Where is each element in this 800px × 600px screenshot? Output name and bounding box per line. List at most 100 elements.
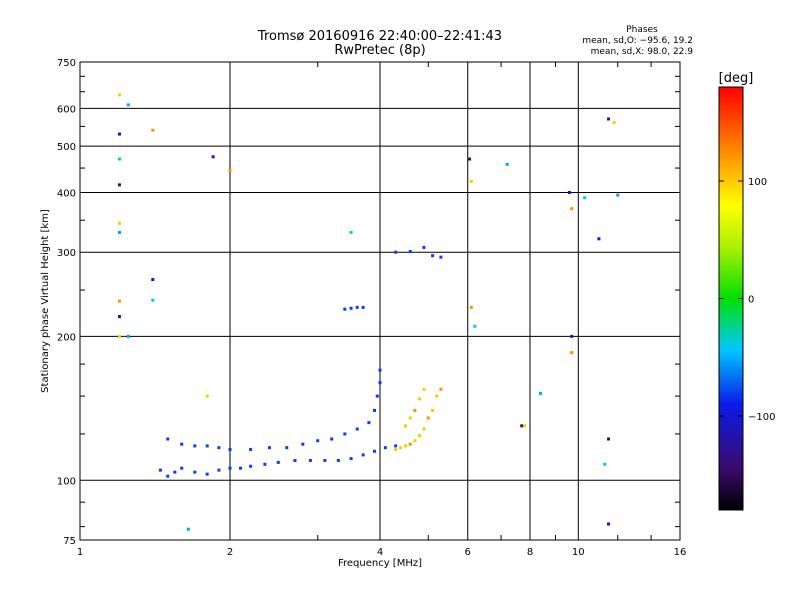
data-point (117, 157, 121, 161)
data-point (151, 278, 155, 282)
data-point (349, 230, 353, 234)
data-point (349, 457, 353, 461)
data-point (616, 193, 620, 197)
data-point (612, 121, 616, 125)
data-point (607, 437, 611, 441)
data-point (375, 394, 379, 398)
data-point (276, 460, 280, 464)
data-point (378, 381, 382, 385)
y-tick-label: 750 (57, 58, 76, 69)
data-point (394, 250, 398, 254)
data-point (607, 522, 611, 526)
data-point (413, 408, 417, 412)
phases-line-x: mean, sd,X: 98.0, 22.9 (591, 47, 694, 57)
phases-line-o: mean, sd,O: −95.6, 19.2 (582, 36, 693, 46)
data-point (151, 128, 155, 132)
data-point (473, 324, 477, 328)
data-point (117, 334, 121, 338)
data-point (413, 439, 417, 443)
data-point (228, 466, 232, 470)
data-point (293, 458, 297, 462)
data-point (285, 446, 289, 450)
data-point (166, 474, 170, 478)
data-point (180, 466, 184, 470)
data-point (426, 416, 430, 420)
data-point (583, 196, 587, 200)
data-point (343, 432, 347, 436)
data-point (126, 103, 130, 107)
data-point (228, 447, 232, 451)
data-point (403, 444, 407, 448)
data-point (249, 464, 253, 468)
data-point (417, 397, 421, 401)
x-tick-label: 16 (674, 547, 687, 558)
y-axis-label: Stationary phase Virtual Height [km] (40, 209, 51, 393)
data-point (166, 437, 170, 441)
data-point (597, 237, 601, 241)
axis-ticks: 1 2 4 6 8 10 16 75 100 200 300 400 500 600 750 (57, 58, 686, 558)
data-point (422, 387, 426, 391)
data-point (403, 424, 407, 428)
x-axis-label: Frequency [MHz] (338, 558, 422, 569)
data-point (505, 162, 509, 166)
x-tick-label: 10 (572, 547, 585, 558)
data-point (383, 446, 387, 450)
data-point (469, 305, 473, 309)
data-point (399, 446, 403, 450)
data-point (378, 368, 382, 372)
data-point (330, 437, 334, 441)
data-point (431, 254, 435, 258)
data-point (567, 190, 571, 194)
phases-title: Phases (626, 25, 658, 35)
data-point (373, 449, 377, 453)
y-tick-label: 400 (57, 188, 76, 199)
data-point (117, 221, 121, 225)
data-point (439, 387, 443, 391)
data-point (211, 155, 215, 159)
data-point (394, 444, 398, 448)
data-point (373, 408, 377, 412)
colorbar-label: [deg] (719, 71, 754, 86)
data-point (367, 421, 371, 425)
data-point (422, 245, 426, 249)
data-point (316, 439, 320, 443)
data-point (431, 408, 435, 412)
colorbar-tick-label: 0 (748, 295, 754, 306)
data-points (117, 93, 620, 531)
y-tick-label: 600 (57, 104, 76, 115)
data-point (570, 207, 574, 211)
data-point (193, 470, 197, 474)
data-point (205, 444, 209, 448)
data-point (408, 416, 412, 420)
data-point (117, 93, 121, 97)
colorbar-tick-label: 100 (748, 177, 767, 188)
data-point (417, 434, 421, 438)
data-point (228, 168, 232, 172)
data-point (126, 334, 130, 338)
data-point (308, 458, 312, 462)
data-point (249, 447, 253, 451)
chart-title: Tromsø 20160916 22:40:00–22:41:43 (257, 29, 502, 44)
data-point (394, 447, 398, 451)
data-point (355, 427, 359, 431)
x-tick-label: 4 (377, 547, 383, 558)
data-point (408, 250, 412, 254)
data-point (323, 458, 327, 462)
data-point (607, 117, 611, 121)
x-tick-label: 2 (227, 547, 233, 558)
data-point (117, 315, 121, 319)
data-point (439, 255, 443, 259)
colorbar-ticks: 100 0 −100 (719, 177, 775, 423)
data-point (539, 391, 543, 395)
y-tick-label: 200 (57, 332, 76, 343)
data-point (193, 444, 197, 448)
y-tick-label: 100 (57, 476, 76, 487)
data-point (523, 424, 527, 428)
colorbar-tick-label: −100 (748, 412, 775, 423)
data-point (117, 132, 121, 136)
data-point (158, 468, 162, 472)
data-point (117, 299, 121, 303)
chart-subtitle: RwPretec (8p) (334, 43, 425, 58)
y-tick-label: 75 (63, 536, 76, 547)
data-point (180, 442, 184, 446)
